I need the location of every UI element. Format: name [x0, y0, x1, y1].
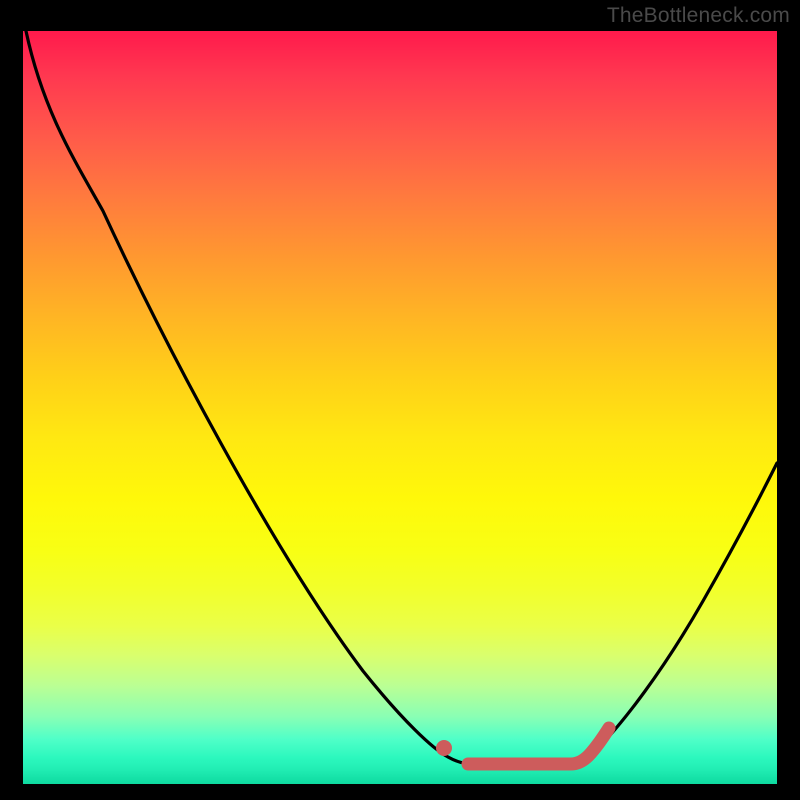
highlight-dot: [436, 740, 452, 756]
chart-plot-area: [23, 31, 777, 784]
highlight-segment: [468, 728, 609, 764]
bottleneck-curve: [26, 31, 777, 764]
chart-svg: [23, 31, 777, 784]
attribution-text: TheBottleneck.com: [607, 4, 790, 28]
